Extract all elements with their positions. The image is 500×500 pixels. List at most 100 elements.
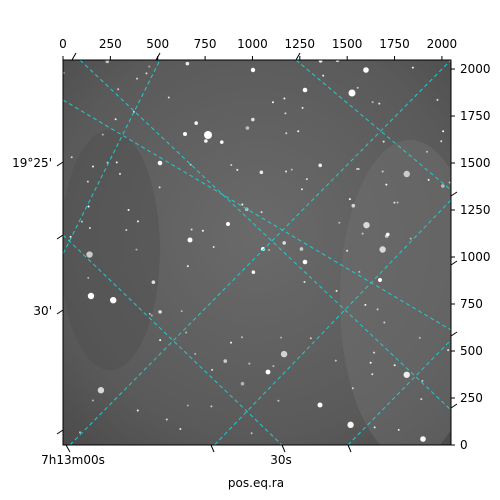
star — [427, 178, 430, 181]
bright-star — [302, 87, 308, 93]
star — [110, 296, 117, 304]
star — [282, 241, 286, 245]
star — [318, 60, 323, 63]
star — [393, 364, 396, 367]
bright-star — [302, 259, 308, 265]
bright-star — [87, 292, 95, 300]
bright-star — [183, 132, 187, 136]
star — [301, 106, 304, 109]
star — [271, 101, 274, 104]
star — [442, 130, 445, 133]
star — [145, 72, 148, 75]
star — [87, 276, 90, 279]
star — [241, 203, 244, 206]
bright-star — [265, 369, 271, 375]
star — [334, 359, 337, 362]
dec-label-1: 30' — [33, 304, 52, 318]
star — [180, 310, 183, 313]
star — [373, 426, 376, 429]
bright-star — [363, 67, 369, 73]
star — [403, 170, 410, 178]
star — [212, 245, 215, 248]
star — [397, 428, 400, 431]
star — [148, 312, 151, 315]
star — [114, 118, 117, 121]
star — [283, 97, 286, 100]
star — [230, 164, 233, 167]
bright-star — [157, 160, 163, 166]
star — [420, 398, 423, 401]
y-pixel-tick-label: 0 — [460, 438, 468, 452]
star — [148, 65, 151, 68]
star — [117, 88, 120, 91]
star — [285, 170, 288, 173]
star — [251, 270, 256, 274]
star — [280, 350, 288, 358]
star — [210, 405, 213, 408]
star — [378, 102, 381, 105]
star — [277, 399, 280, 402]
star — [165, 418, 168, 421]
star — [259, 170, 264, 175]
grid-line — [79, 60, 451, 411]
star — [86, 180, 89, 183]
bright-star — [226, 222, 230, 226]
star — [385, 183, 388, 186]
grid-line — [295, 60, 451, 191]
star — [158, 186, 161, 189]
star — [250, 432, 253, 435]
star — [240, 381, 245, 386]
ra-label-1: 30s — [270, 453, 292, 467]
star — [383, 321, 386, 324]
star — [87, 205, 90, 208]
star — [300, 188, 303, 191]
star — [248, 362, 251, 365]
y-pixel-tick-label: 750 — [460, 297, 483, 311]
star — [158, 310, 162, 314]
star — [351, 387, 354, 390]
star — [245, 126, 250, 130]
star — [230, 341, 233, 344]
star — [436, 98, 439, 101]
bright-star — [187, 237, 193, 243]
star — [381, 170, 384, 173]
star — [358, 270, 361, 273]
star — [290, 168, 293, 171]
star — [236, 168, 239, 171]
star — [91, 165, 94, 168]
star — [347, 421, 354, 429]
star — [369, 361, 372, 364]
bright-star — [348, 89, 356, 97]
star — [136, 409, 139, 412]
star — [440, 140, 443, 143]
star — [70, 156, 73, 159]
star — [136, 220, 139, 223]
star — [280, 336, 283, 339]
star — [105, 60, 110, 64]
x-axis-title: pos.eq.ra — [228, 476, 284, 490]
star — [272, 365, 275, 368]
star — [211, 368, 214, 371]
star — [385, 232, 390, 237]
star — [376, 308, 379, 311]
star — [299, 247, 304, 251]
x-pixel-tick-label: 0 — [59, 37, 67, 51]
star — [136, 77, 139, 80]
star — [190, 228, 193, 231]
star — [346, 249, 349, 252]
star — [418, 336, 421, 339]
bright-star — [250, 67, 256, 73]
star — [348, 198, 351, 201]
star — [115, 161, 118, 164]
star — [322, 74, 325, 77]
x-pixel-tick-label: 2000 — [427, 37, 458, 51]
star — [223, 359, 228, 363]
star — [409, 237, 412, 240]
star — [393, 201, 396, 204]
grid-line — [347, 339, 451, 445]
star — [101, 133, 104, 136]
star — [150, 314, 153, 317]
star — [185, 61, 190, 66]
star — [361, 232, 364, 235]
